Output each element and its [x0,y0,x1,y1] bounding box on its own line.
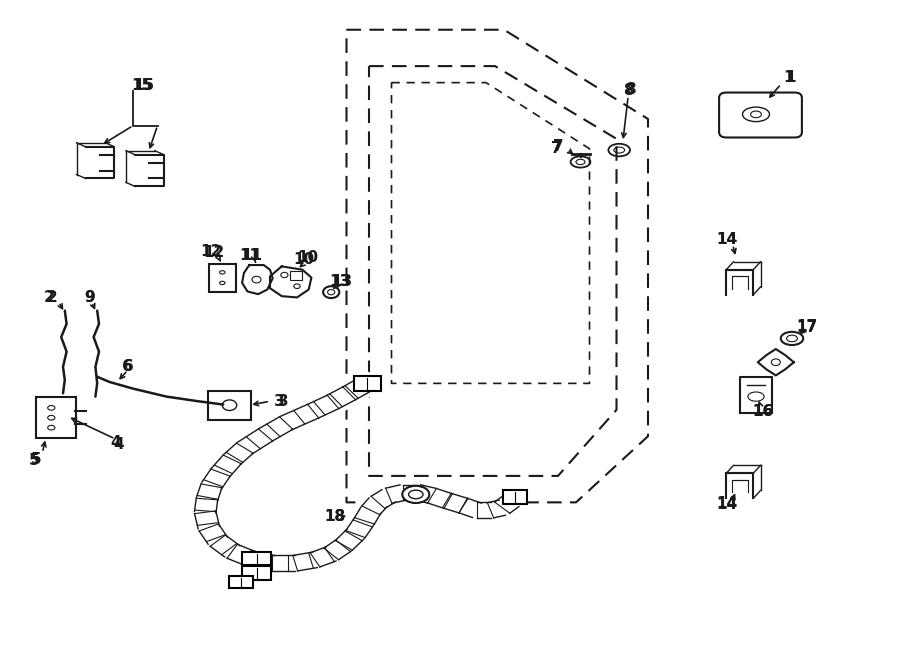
FancyBboxPatch shape [290,271,302,280]
Ellipse shape [48,416,55,420]
Text: 15: 15 [133,79,155,93]
Text: 18: 18 [324,510,346,524]
FancyBboxPatch shape [36,397,76,438]
Polygon shape [270,266,311,297]
Text: 9: 9 [85,290,95,305]
Ellipse shape [328,290,335,295]
Text: 11: 11 [239,249,261,263]
Text: 7: 7 [553,139,563,154]
FancyBboxPatch shape [209,264,236,292]
Ellipse shape [252,276,261,283]
FancyBboxPatch shape [208,391,251,420]
Text: 8: 8 [625,82,635,97]
Text: 7: 7 [551,141,562,155]
Ellipse shape [571,157,590,167]
Text: 14: 14 [716,496,738,511]
Ellipse shape [771,359,780,366]
Ellipse shape [48,405,55,410]
Ellipse shape [781,332,803,345]
Text: 12: 12 [200,244,221,258]
FancyBboxPatch shape [242,552,271,565]
FancyBboxPatch shape [242,566,271,580]
FancyBboxPatch shape [719,93,802,137]
Text: 5: 5 [29,453,40,468]
Ellipse shape [608,143,630,156]
Text: 2: 2 [47,290,58,305]
Text: 3: 3 [274,394,284,408]
Text: 6: 6 [122,360,133,374]
Ellipse shape [576,159,585,165]
Text: 5: 5 [31,452,41,467]
Text: 4: 4 [110,436,121,450]
Ellipse shape [222,400,237,410]
Text: 11: 11 [241,248,263,262]
Text: 16: 16 [752,405,774,419]
Text: 8: 8 [623,83,634,98]
Ellipse shape [742,107,770,122]
Text: 16: 16 [752,404,774,418]
Text: 1: 1 [783,71,794,85]
Text: 10: 10 [293,252,315,266]
Ellipse shape [409,490,423,498]
Text: 1: 1 [785,71,796,85]
Text: 2: 2 [44,290,55,305]
Text: 10: 10 [297,251,319,265]
Ellipse shape [323,286,339,298]
Text: 14: 14 [716,232,738,247]
Ellipse shape [787,335,797,342]
Ellipse shape [402,486,429,503]
Text: 3: 3 [278,394,289,408]
Ellipse shape [281,272,288,278]
Ellipse shape [48,426,55,430]
Text: 13: 13 [329,274,351,289]
Text: 6: 6 [123,360,134,374]
Text: 13: 13 [331,274,353,289]
Text: 15: 15 [131,79,153,93]
Ellipse shape [220,271,225,274]
Text: 14: 14 [716,497,738,512]
Text: 18: 18 [324,510,346,524]
Ellipse shape [293,284,300,288]
Ellipse shape [220,282,225,284]
Text: 14: 14 [716,232,738,247]
Text: 17: 17 [796,319,817,334]
FancyBboxPatch shape [229,576,254,588]
Text: 17: 17 [796,320,817,334]
Ellipse shape [614,147,625,153]
Polygon shape [758,349,794,375]
Text: 9: 9 [85,290,95,305]
FancyBboxPatch shape [354,376,381,391]
Polygon shape [242,265,273,294]
Text: 4: 4 [113,437,124,451]
FancyBboxPatch shape [503,490,526,504]
Ellipse shape [748,392,764,401]
Text: 12: 12 [203,245,225,260]
Ellipse shape [751,111,761,118]
